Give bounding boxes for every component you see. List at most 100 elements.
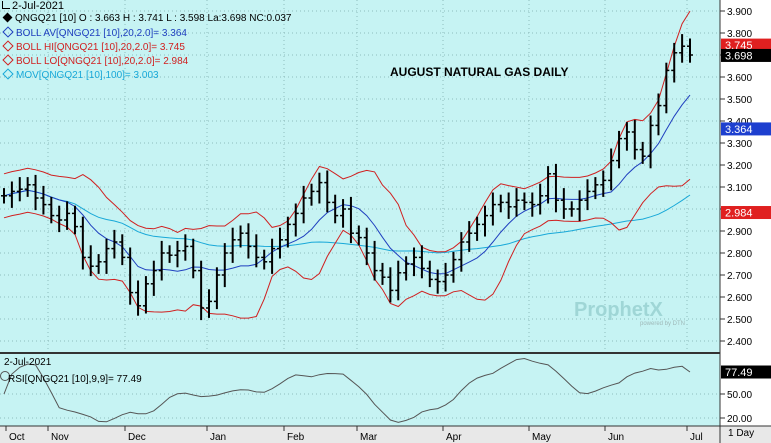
ohlc-bar (442, 262, 449, 292)
quote-line: QNGQ21 [10] O : 3.663 H : 3.741 L : 3.59… (2, 12, 291, 24)
ohlc-bar (300, 185, 307, 224)
ohlc-bar (426, 260, 433, 288)
ohlc-bar (403, 256, 410, 281)
legend-text: BOLL HI[QNGQ21 [10],20,2.0]= 3.745 (16, 42, 185, 53)
ohlc-bar (411, 247, 418, 277)
ohlc-bar (150, 260, 157, 296)
time-axis-ticks: Oct Nov Dec Jan Feb Mar Apr May Jun Jul (5, 426, 703, 443)
ohlc-bar (481, 205, 488, 237)
rsi-line (3, 357, 691, 423)
ohlc-bar (237, 225, 244, 248)
ohlc-bar (537, 183, 544, 215)
price-tag-box (721, 122, 771, 136)
x-tick-label: Dec (128, 432, 146, 443)
price-tag-box (721, 206, 771, 220)
rsi-tick-label: 50.00 (727, 390, 752, 401)
price-tag: 3.364 (721, 122, 771, 136)
x-tick-label: Oct (9, 432, 25, 443)
rsi-tag-label: 77.49 (725, 367, 753, 379)
y-tick-label: 3.500 (727, 95, 752, 106)
price-tag-label: 2.984 (725, 208, 753, 220)
ohlc-bar (371, 240, 378, 281)
rsi-date: 2-Jul-2021 (4, 357, 52, 368)
x-tick-label: Jan (210, 432, 226, 443)
y-tick-label: 2.500 (727, 315, 752, 326)
ohlc-bar (142, 276, 149, 314)
ohlc-bar (395, 260, 402, 301)
ohlc-bar (545, 166, 552, 204)
rsi-plot-area (0, 354, 720, 426)
boll-avg-line (3, 94, 691, 275)
ohlc-bar (1, 188, 7, 204)
ohlc-bar (198, 260, 205, 321)
ohlc-bar (24, 177, 31, 197)
chart-title: AUGUST NATURAL GAS DAILY (390, 65, 569, 79)
ohlc-bar (687, 38, 693, 63)
ohlc-bar (497, 194, 504, 213)
ohlc-bar (379, 262, 386, 285)
ohlc-bar (363, 227, 370, 266)
ohlc-bar (592, 177, 599, 200)
rsi-label: RSI[QNGQ21 [10],9,9]= 77.49 (8, 374, 142, 385)
x-tick-label: Feb (287, 432, 305, 443)
ohlc-bar (276, 227, 283, 259)
ohlc-bar (48, 196, 55, 224)
price-tag-box (721, 48, 771, 62)
y-tick-label: 3.900 (727, 7, 752, 18)
x-tick-label: Nov (51, 432, 69, 443)
y-tick-label: 3.800 (727, 29, 752, 40)
interval-label[interactable]: 1 Day (728, 428, 755, 439)
ohlc-bar (64, 201, 71, 230)
legend-diamond-icon (2, 40, 14, 52)
ohlc-bar (206, 289, 213, 318)
y-tick-label: 2.800 (727, 249, 752, 260)
rsi-marker-icon (0, 371, 10, 381)
ohlc-bar (671, 42, 678, 83)
legend-text: BOLL LO[QNGQ21 [10],20,2.0]= 2.984 (16, 56, 189, 67)
ohlc-bar (56, 205, 63, 233)
legend-diamond-icon (2, 68, 14, 80)
x-tick-label: Apr (446, 432, 462, 443)
ohlc-bar (513, 188, 520, 217)
ohlc-bar (466, 221, 473, 252)
ohlc-bar (600, 170, 607, 197)
ohlc-bar (576, 190, 583, 222)
ohlc-bar (292, 203, 299, 237)
legend-text: BOLL AV[QNGQ21 [10],20,2.0]= 3.364 (16, 28, 187, 39)
ohlc-bar (355, 225, 362, 246)
x-tick-label: Jul (690, 432, 703, 443)
ohlc-bar (269, 238, 276, 274)
price-grid (0, 0, 720, 352)
legend-diamond-icon (2, 54, 14, 66)
ohlc-bar (158, 240, 165, 281)
legend-item: BOLL HI[QNGQ21 [10],20,2.0]= 3.745 (2, 40, 188, 55)
price-tag-box (721, 38, 771, 52)
ohlc-bar (434, 269, 441, 294)
legend-text: MOV[QNGQ21 [10],100]= 3.003 (16, 70, 159, 81)
price-plot-area (0, 0, 720, 352)
moving-average-line (3, 189, 691, 254)
ohlc-bar (458, 232, 465, 272)
indicator-lines (3, 10, 691, 319)
ohlc-bar (568, 201, 575, 217)
ohlc-bar (623, 122, 630, 151)
ohlc-bar (79, 216, 86, 270)
ohlc-bar (16, 177, 23, 202)
legend-overlay: 2-Jul-2021 QNGQ21 [10] O : 3.663 H : 3.7… (2, 0, 685, 327)
ohlc-bar (103, 238, 110, 274)
ohlc-bar (95, 254, 102, 274)
ohlc-bar (505, 192, 512, 219)
ohlc-bar (253, 234, 260, 268)
ohlc-bar (679, 34, 686, 63)
ohlc-bar (584, 179, 591, 211)
rsi-grid (0, 393, 720, 419)
ohlc-bar (647, 115, 654, 169)
ohlc-bar (119, 234, 126, 266)
y-tick-label: 3.600 (727, 73, 752, 84)
ohlc-bar (190, 238, 197, 279)
y-tick-label: 3.100 (727, 183, 752, 194)
legend-item: BOLL AV[QNGQ21 [10],20,2.0]= 3.364 (2, 26, 188, 41)
indicator-legend: BOLL AV[QNGQ21 [10],20,2.0]= 3.364 BOLL H… (2, 26, 189, 83)
